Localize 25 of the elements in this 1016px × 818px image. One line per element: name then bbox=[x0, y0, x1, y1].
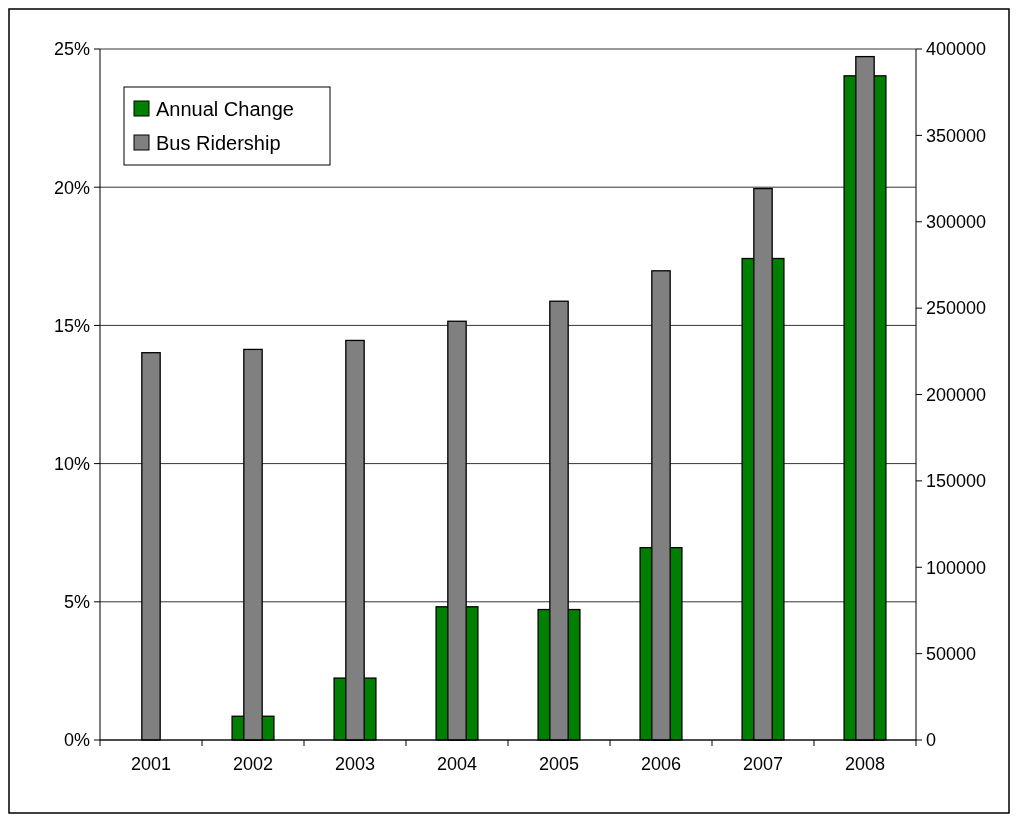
y-tick-label: 15% bbox=[53, 315, 90, 336]
y-tick-label: 25% bbox=[53, 39, 90, 60]
y2-tick-label: 350000 bbox=[926, 125, 987, 146]
x-tick-label: 2005 bbox=[538, 754, 580, 774]
y-tick-label: 10% bbox=[53, 453, 90, 474]
y-tick-label: 0% bbox=[63, 730, 90, 751]
x-tick-label: 2006 bbox=[640, 754, 682, 774]
y2-tick-label: 100000 bbox=[926, 557, 987, 578]
x-tick-label: 2002 bbox=[232, 754, 274, 774]
y2-tick-label: 0 bbox=[926, 730, 937, 751]
y-tick-label: 5% bbox=[63, 592, 90, 613]
y2-tick-label: 300000 bbox=[926, 212, 987, 233]
legend-label: Bus Ridership bbox=[156, 132, 281, 154]
y2-tick-label: 150000 bbox=[926, 471, 987, 492]
y2-tick-label: 250000 bbox=[926, 298, 987, 319]
y2-tick-label: 200000 bbox=[926, 384, 987, 405]
y2-tick-label: 50000 bbox=[926, 643, 977, 664]
x-tick-label: 2001 bbox=[130, 754, 172, 774]
x-tick-label: 2008 bbox=[844, 754, 886, 774]
x-tick-label: 2004 bbox=[436, 754, 478, 774]
legend-label: Annual Change bbox=[156, 98, 294, 120]
x-tick-label: 2007 bbox=[742, 754, 784, 774]
y2-tick-label: 400000 bbox=[926, 39, 987, 60]
x-tick-label: 2003 bbox=[334, 754, 376, 774]
y-tick-label: 20% bbox=[53, 177, 90, 198]
